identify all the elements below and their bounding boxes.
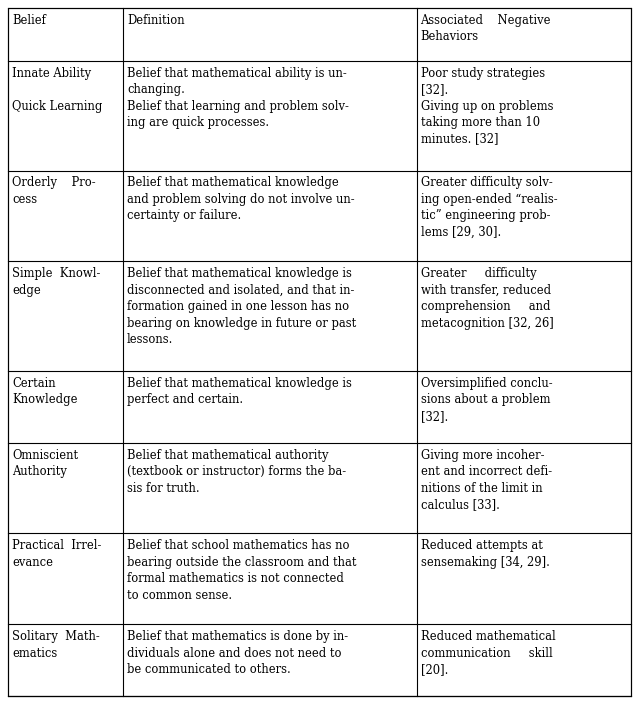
Text: Belief: Belief	[12, 14, 46, 27]
Text: Belief that mathematical knowledge
and problem solving do not involve un-
certai: Belief that mathematical knowledge and p…	[127, 176, 355, 222]
Text: Belief that mathematical knowledge is
disconnected and isolated, and that in-
fo: Belief that mathematical knowledge is di…	[127, 267, 357, 346]
Text: Orderly    Pro-
cess: Orderly Pro- cess	[12, 176, 96, 206]
Text: Giving more incoher-
ent and incorrect defi-
nitions of the limit in
calculus [3: Giving more incoher- ent and incorrect d…	[420, 448, 551, 511]
Text: Reduced attempts at
sensemaking [34, 29].: Reduced attempts at sensemaking [34, 29]…	[420, 539, 550, 569]
Text: Belief that mathematical ability is un-
changing.
Belief that learning and probl: Belief that mathematical ability is un- …	[127, 67, 349, 129]
Text: Belief that mathematical knowledge is
perfect and certain.: Belief that mathematical knowledge is pe…	[127, 377, 352, 406]
Text: Solitary  Math-
ematics: Solitary Math- ematics	[12, 630, 100, 660]
Text: Belief that mathematics is done by in-
dividuals alone and does not need to
be c: Belief that mathematics is done by in- d…	[127, 630, 348, 676]
Text: Certain
Knowledge: Certain Knowledge	[12, 377, 77, 406]
Text: Associated    Negative
Behaviors: Associated Negative Behaviors	[420, 14, 551, 43]
Text: Reduced mathematical
communication     skill
[20].: Reduced mathematical communication skill…	[420, 630, 555, 676]
Text: Simple  Knowl-
edge: Simple Knowl- edge	[12, 267, 100, 296]
Text: Belief that mathematical authority
(textbook or instructor) forms the ba-
sis fo: Belief that mathematical authority (text…	[127, 448, 346, 494]
Text: Greater     difficulty
with transfer, reduced
comprehension     and
metacognitio: Greater difficulty with transfer, reduce…	[420, 267, 553, 329]
Text: Poor study strategies
[32].
Giving up on problems
taking more than 10
minutes. [: Poor study strategies [32]. Giving up on…	[420, 67, 553, 146]
Text: Definition: Definition	[127, 14, 185, 27]
Text: Omniscient
Authority: Omniscient Authority	[12, 448, 78, 478]
Text: Practical  Irrel-
evance: Practical Irrel- evance	[12, 539, 102, 569]
Text: Innate Ability

Quick Learning: Innate Ability Quick Learning	[12, 67, 102, 113]
Text: Greater difficulty solv-
ing open-ended “realis-
tic” engineering prob-
lems [29: Greater difficulty solv- ing open-ended …	[420, 176, 557, 239]
Text: Oversimplified conclu-
sions about a problem
[32].: Oversimplified conclu- sions about a pro…	[420, 377, 552, 422]
Text: Belief that school mathematics has no
bearing outside the classroom and that
for: Belief that school mathematics has no be…	[127, 539, 357, 602]
